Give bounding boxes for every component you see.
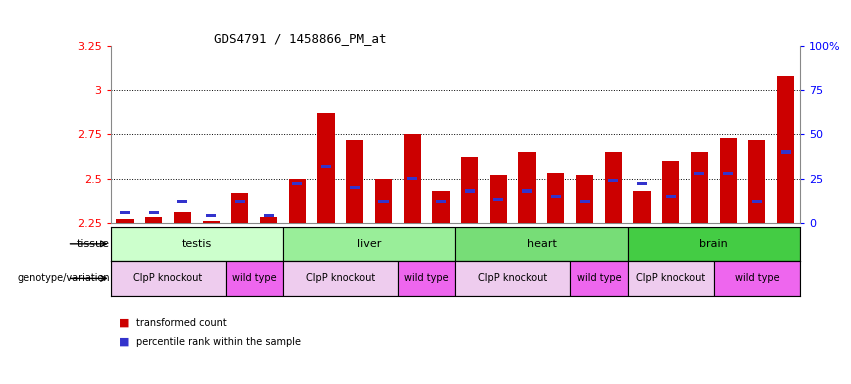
Bar [662, 161, 679, 223]
Bar [633, 191, 650, 223]
Text: ClpP knockout: ClpP knockout [636, 273, 705, 283]
Text: liver: liver [357, 239, 381, 249]
Bar [518, 152, 536, 223]
Bar [637, 182, 647, 185]
Text: testis: testis [181, 239, 212, 249]
Bar [547, 173, 564, 223]
Text: wild type: wild type [404, 273, 448, 283]
Text: wild type: wild type [734, 273, 780, 283]
Bar [231, 193, 248, 223]
Bar [691, 152, 708, 223]
Bar [455, 261, 570, 296]
Text: GDS4791 / 1458866_PM_at: GDS4791 / 1458866_PM_at [214, 32, 386, 45]
Bar [461, 157, 478, 223]
Bar [694, 172, 705, 175]
Text: wild type: wild type [577, 273, 621, 283]
Bar [226, 261, 283, 296]
Bar [145, 217, 163, 223]
Bar [522, 189, 532, 192]
Bar [436, 200, 446, 203]
Bar [751, 200, 762, 203]
Bar [665, 195, 676, 198]
Bar [317, 113, 334, 223]
Bar [374, 179, 392, 223]
Bar [111, 227, 283, 261]
Bar [203, 221, 220, 223]
Bar [292, 182, 302, 185]
Bar [174, 212, 191, 223]
Text: percentile rank within the sample: percentile rank within the sample [136, 337, 301, 347]
Bar [206, 214, 216, 217]
Bar [719, 138, 737, 223]
Text: wild type: wild type [232, 273, 277, 283]
Bar [777, 76, 794, 223]
Bar [283, 227, 455, 261]
Bar [494, 198, 504, 201]
Bar [120, 210, 130, 214]
Bar [576, 175, 593, 223]
Bar [264, 214, 274, 217]
Bar [608, 179, 619, 182]
Bar [379, 200, 389, 203]
Text: tissue: tissue [77, 239, 110, 249]
Text: ClpP knockout: ClpP knockout [478, 273, 547, 283]
Text: ■: ■ [119, 318, 129, 328]
Bar [490, 175, 507, 223]
Bar [177, 200, 187, 203]
Bar [283, 261, 397, 296]
Bar [604, 152, 622, 223]
Bar [397, 261, 455, 296]
Text: ClpP knockout: ClpP knockout [306, 273, 375, 283]
Bar [350, 186, 360, 189]
Bar [627, 261, 714, 296]
Bar [321, 165, 331, 168]
Text: transformed count: transformed count [136, 318, 227, 328]
Bar [714, 261, 800, 296]
Bar [407, 177, 417, 180]
Bar [551, 195, 561, 198]
Bar [235, 200, 245, 203]
Bar [117, 219, 134, 223]
Bar [723, 172, 734, 175]
Bar [580, 200, 590, 203]
Text: heart: heart [527, 239, 557, 249]
Bar [288, 179, 306, 223]
Bar [627, 227, 800, 261]
Bar [570, 261, 627, 296]
Bar [465, 189, 475, 192]
Bar [260, 217, 277, 223]
Bar [748, 140, 765, 223]
Bar [780, 151, 791, 154]
Bar [403, 134, 420, 223]
Text: brain: brain [700, 239, 728, 249]
Bar [432, 191, 449, 223]
Text: ClpP knockout: ClpP knockout [134, 273, 203, 283]
Bar [455, 227, 627, 261]
Text: genotype/variation: genotype/variation [17, 273, 110, 283]
Bar [149, 210, 159, 214]
Text: ■: ■ [119, 337, 129, 347]
Bar [346, 140, 363, 223]
Bar [111, 261, 226, 296]
